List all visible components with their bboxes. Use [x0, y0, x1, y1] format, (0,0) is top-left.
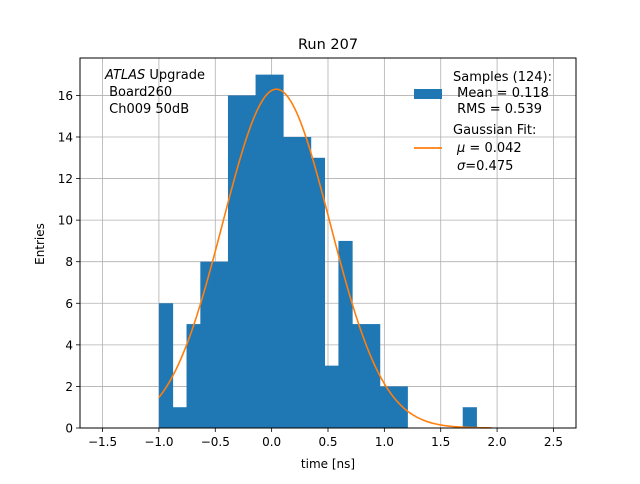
- x-axis-ticks: −1.5 −1.0 −0.5 0.0 0.5 1.0 1.5 2.0 2.5: [88, 428, 563, 449]
- histogram-bar: [379, 386, 395, 428]
- x-tick-label: 1.5: [431, 435, 450, 449]
- chart-title: Run 207: [298, 37, 358, 53]
- annotation-line-2: Board260: [105, 85, 172, 100]
- histogram-bar: [241, 95, 256, 428]
- y-axis-ticks: 0 2 4 6 8 10 12 14 16: [58, 89, 80, 436]
- legend-fit-line-3: σ=0.475: [457, 159, 513, 174]
- y-tick-label: 4: [65, 338, 73, 352]
- y-tick-label: 0: [65, 422, 73, 436]
- histogram-bar: [297, 136, 312, 428]
- histogram-bar: [227, 95, 243, 428]
- y-tick-label: 10: [58, 214, 73, 228]
- annotation-upgrade: Upgrade: [145, 68, 205, 83]
- legend: Samples (124): Mean = 0.118 RMS = 0.539 …: [414, 70, 552, 174]
- x-tick-label: −1.5: [88, 435, 117, 449]
- histogram-bar: [255, 74, 270, 428]
- histogram-bar: [158, 303, 174, 428]
- legend-fit-line-2: μ = 0.042: [456, 141, 522, 156]
- histogram-bar: [214, 261, 229, 428]
- annotation-atlas: ATLAS: [104, 68, 145, 83]
- legend-fit-line-1: Gaussian Fit:: [453, 123, 536, 138]
- y-axis-label: Entries: [33, 223, 47, 265]
- x-tick-label: 0.0: [262, 435, 281, 449]
- histogram-bar: [338, 240, 353, 428]
- legend-mu-value: = 0.042: [465, 141, 521, 156]
- legend-mu-symbol: μ: [456, 141, 465, 156]
- x-tick-label: −1.0: [144, 435, 173, 449]
- x-tick-label: 2.0: [488, 435, 507, 449]
- x-axis-label: time [ns]: [301, 457, 355, 471]
- x-tick-label: −0.5: [201, 435, 230, 449]
- y-tick-label: 2: [65, 380, 73, 394]
- fit-curve: [158, 88, 492, 429]
- histogram-bar: [393, 386, 408, 428]
- x-tick-label: 0.5: [318, 435, 337, 449]
- x-tick-label: 2.5: [544, 435, 563, 449]
- legend-hist-line-1: Samples (124):: [453, 70, 552, 85]
- histogram-bar: [324, 365, 339, 428]
- y-tick-label: 12: [58, 172, 73, 186]
- histogram-bar: [200, 261, 215, 428]
- annotation-box: ATLAS Upgrade Board260 Ch009 50dB: [104, 68, 205, 117]
- annotation-line-3: Ch009 50dB: [105, 102, 189, 117]
- legend-hist-line-2: Mean = 0.118: [453, 86, 549, 101]
- histogram-bar: [462, 407, 477, 428]
- histogram-bar: [310, 157, 326, 429]
- y-tick-label: 8: [65, 255, 73, 269]
- x-tick-label: 1.0: [375, 435, 394, 449]
- histogram-bar: [269, 74, 284, 428]
- legend-sigma-symbol: σ: [457, 159, 466, 174]
- y-tick-label: 14: [58, 130, 73, 144]
- annotation-line-1: ATLAS Upgrade: [104, 68, 205, 83]
- histogram-bar: [283, 136, 298, 428]
- histogram-bars: [158, 74, 477, 429]
- histogram-bar: [366, 324, 381, 428]
- y-tick-label: 16: [58, 89, 73, 103]
- gaussian-fit: [158, 88, 492, 429]
- legend-hist-swatch: [414, 89, 442, 99]
- legend-hist-line-3: RMS = 0.539: [453, 102, 542, 117]
- legend-sigma-value: =0.475: [465, 159, 513, 174]
- y-tick-label: 6: [65, 297, 73, 311]
- histogram-bar: [352, 324, 367, 428]
- histogram-bar: [186, 324, 201, 428]
- histogram-bar: [172, 407, 187, 428]
